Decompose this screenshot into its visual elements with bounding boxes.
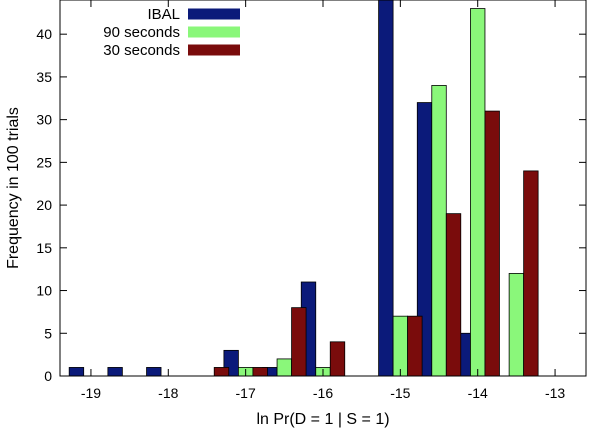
legend-swatch — [188, 8, 240, 20]
y-tick-label: 10 — [36, 283, 52, 299]
y-tick-label: 35 — [36, 69, 52, 85]
bar-30-seconds-11 — [523, 170, 539, 377]
bar-90-seconds-9 — [431, 85, 447, 377]
bar-ibal-8 — [378, 0, 394, 377]
bar-30-seconds-4 — [252, 367, 268, 377]
bar-90-seconds-5 — [276, 358, 292, 377]
bar-30-seconds-8 — [407, 315, 423, 377]
legend-swatch — [188, 26, 240, 38]
y-tick-label: 40 — [36, 26, 52, 42]
bar-ibal-0 — [68, 367, 85, 377]
y-tick-label: 5 — [44, 325, 52, 341]
y-axis-label: Frequency in 100 trials — [5, 107, 22, 269]
legend-label: 90 seconds — [103, 24, 180, 41]
y-tick-label: 0 — [44, 368, 52, 384]
x-tick-label: -15 — [390, 385, 410, 401]
bar-90-seconds-8 — [392, 315, 409, 377]
ticks-group: 0 5 10 15 20 25 30 35 40 -19 -18 -17 -16 -15 -14 -13 — [36, 0, 586, 401]
y-tick-label: 25 — [36, 154, 52, 170]
x-tick-label: -19 — [81, 385, 101, 401]
x-tick-label: -17 — [236, 385, 256, 401]
x-tick-label: -13 — [545, 385, 565, 401]
bar-ibal-1 — [107, 367, 123, 377]
legend-label: 30 seconds — [103, 42, 180, 59]
bar-30-seconds-5 — [291, 307, 307, 377]
legend-label: IBAL — [147, 6, 180, 23]
bar-30-seconds-10 — [484, 110, 500, 377]
y-tick-label: 20 — [36, 197, 52, 213]
bar-30-seconds-9 — [445, 213, 462, 377]
x-tick-label: -14 — [468, 385, 488, 401]
bar-30-seconds-6 — [329, 341, 346, 377]
y-tick-label: 30 — [36, 112, 52, 128]
bar-30-seconds-3 — [213, 367, 230, 377]
y-tick-label: 15 — [36, 240, 52, 256]
bar-90-seconds-10 — [470, 8, 486, 377]
x-tick-label: -18 — [158, 385, 178, 401]
bar-ibal-2 — [146, 367, 162, 377]
x-axis-label: ln Pr(D = 1 | S = 1) — [256, 411, 389, 428]
legend-swatch — [188, 44, 240, 56]
x-tick-label: -16 — [313, 385, 333, 401]
bar-90-seconds-11 — [508, 273, 525, 377]
